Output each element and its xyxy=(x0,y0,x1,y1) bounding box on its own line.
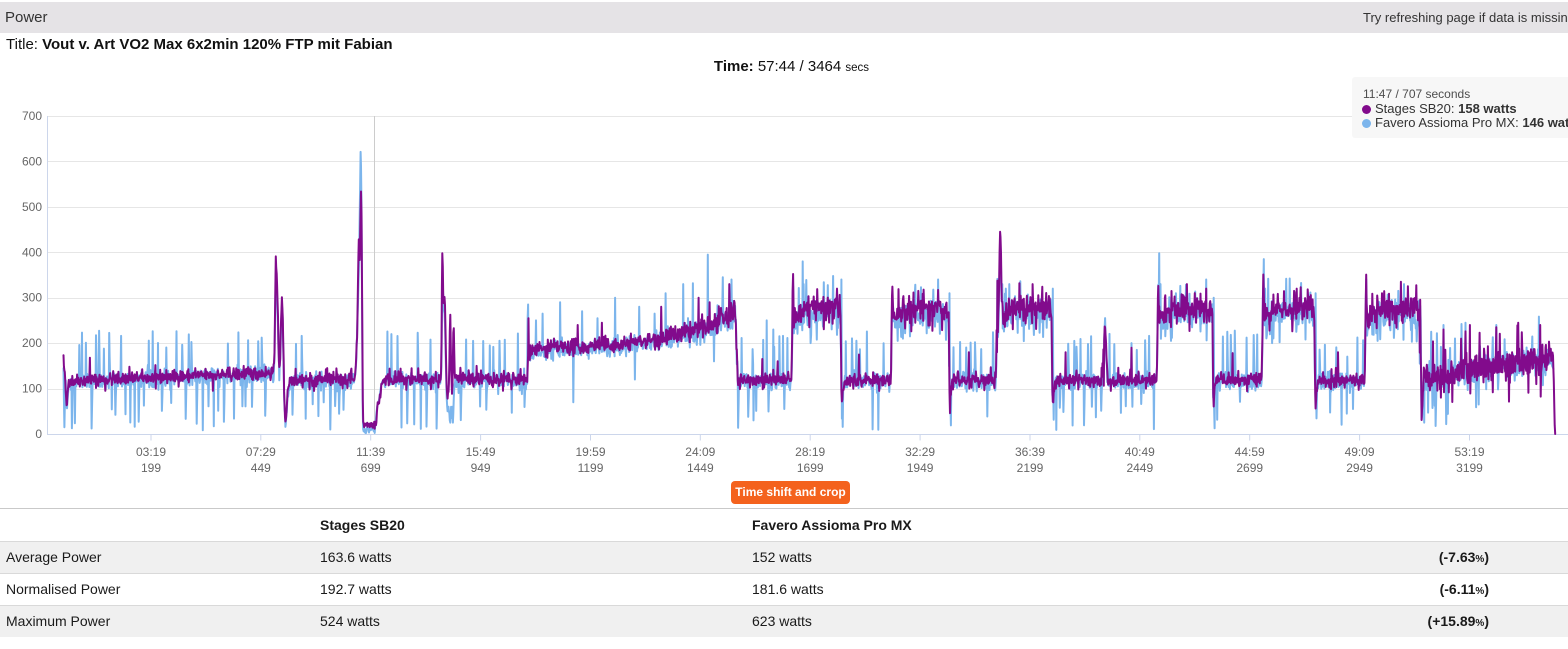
svg-text:2949: 2949 xyxy=(1346,461,1373,475)
svg-text:19:59: 19:59 xyxy=(575,445,605,459)
svg-text:1699: 1699 xyxy=(797,461,824,475)
svg-text:600: 600 xyxy=(22,154,42,168)
svg-text:1199: 1199 xyxy=(578,461,604,475)
svg-text:400: 400 xyxy=(22,245,42,259)
svg-text:1449: 1449 xyxy=(687,461,714,475)
svg-text:500: 500 xyxy=(22,200,42,214)
svg-text:15:49: 15:49 xyxy=(466,445,496,459)
svg-text:100: 100 xyxy=(22,382,42,396)
svg-text:2699: 2699 xyxy=(1236,461,1263,475)
svg-text:300: 300 xyxy=(22,291,42,305)
svg-text:0: 0 xyxy=(35,427,42,441)
svg-text:700: 700 xyxy=(22,109,42,123)
svg-text:32:29: 32:29 xyxy=(905,445,935,459)
svg-text:03:19: 03:19 xyxy=(136,445,166,459)
svg-text:24:09: 24:09 xyxy=(685,445,715,459)
svg-text:1949: 1949 xyxy=(907,461,934,475)
svg-text:49:09: 49:09 xyxy=(1345,445,1375,459)
svg-text:44:59: 44:59 xyxy=(1235,445,1265,459)
svg-text:28:19: 28:19 xyxy=(795,445,825,459)
svg-text:3199: 3199 xyxy=(1456,461,1483,475)
svg-text:2199: 2199 xyxy=(1017,461,1044,475)
svg-text:53:19: 53:19 xyxy=(1454,445,1484,459)
svg-text:200: 200 xyxy=(22,336,42,350)
svg-text:11:39: 11:39 xyxy=(356,445,385,459)
svg-text:36:39: 36:39 xyxy=(1015,445,1045,459)
svg-text:07:29: 07:29 xyxy=(246,445,276,459)
svg-text:40:49: 40:49 xyxy=(1125,445,1155,459)
svg-text:449: 449 xyxy=(251,461,271,475)
svg-text:699: 699 xyxy=(361,461,381,475)
svg-text:199: 199 xyxy=(141,461,161,475)
svg-text:949: 949 xyxy=(471,461,491,475)
svg-text:2449: 2449 xyxy=(1126,461,1153,475)
